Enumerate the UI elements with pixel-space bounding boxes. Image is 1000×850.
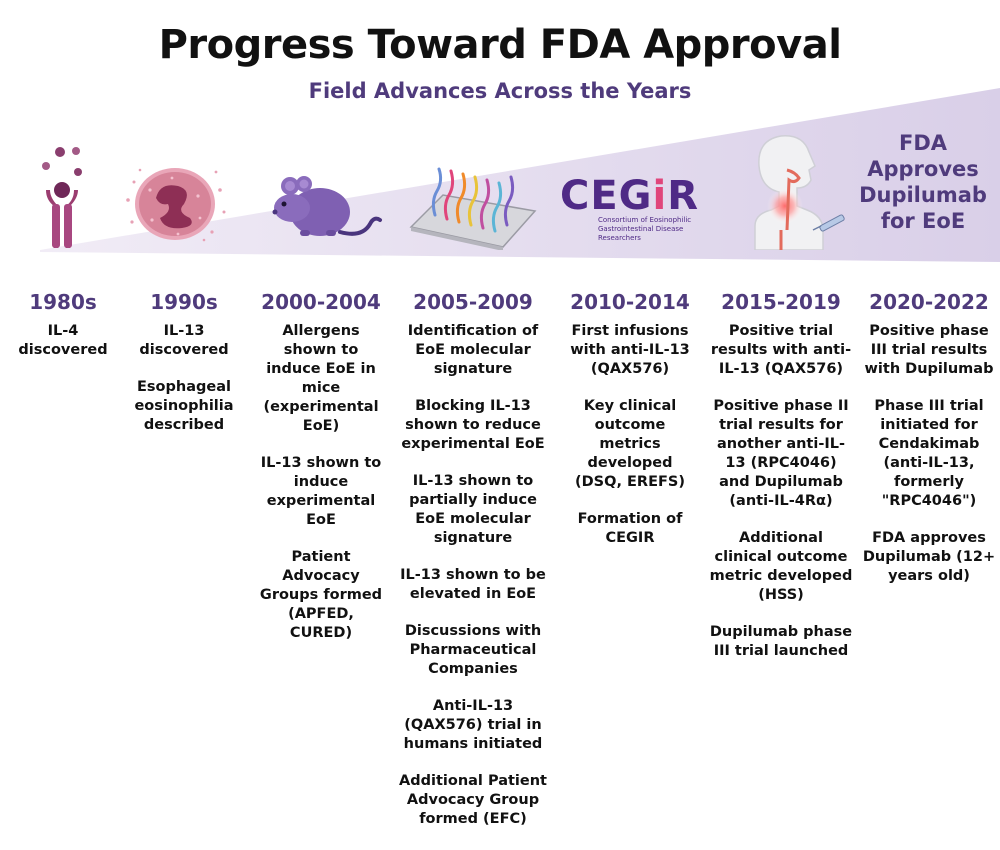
era-year: 2020-2022 (869, 290, 989, 314)
era-event: IL-13 shown to be elevated in EoE (400, 567, 546, 602)
cytokine-receptor-icon (42, 147, 82, 248)
eosinophil-cell-icon (126, 168, 226, 242)
era-event: Positive phase II trial results for anot… (713, 398, 849, 509)
era-2010-2014: 2010-2014 First infusions with anti-IL-1… (562, 290, 698, 566)
era-event: Key clinical outcome metrics developed (… (575, 398, 685, 490)
era-year: 1990s (150, 290, 218, 314)
fda-line-1: FDA (898, 131, 948, 155)
fda-line-3: Dupilumab (859, 183, 987, 207)
era-2005-2009: 2005-2009 Identification of EoE molecula… (398, 290, 548, 847)
era-year: 2015-2019 (721, 290, 841, 314)
cegir-tagline-1: Consortium of Eosinophilic (598, 216, 692, 224)
era-1980s: 1980s IL-4 discovered (8, 290, 118, 378)
cegir-tagline-2: Gastrointestinal Disease Researchers (598, 225, 684, 242)
era-event: FDA approves Dupilumab (12+ years old) (862, 530, 996, 584)
era-event: Blocking IL-13 shown to reduce experimen… (401, 398, 545, 452)
era-event: IL-13 discovered (139, 323, 229, 358)
era-event: Phase III trial initiated for Cendakimab… (874, 398, 984, 509)
era-event: Patient Advocacy Groups formed (APFED, C… (259, 549, 383, 641)
mouse-icon (272, 176, 382, 236)
era-event: Positive phase III trial results with Du… (864, 323, 994, 377)
era-event: Anti-IL-13 (QAX576) trial in humans init… (403, 698, 543, 752)
era-2020-2022: 2020-2022 Positive phase III trial resul… (860, 290, 998, 604)
page-title: Progress Toward FDA Approval (158, 22, 842, 68)
era-event: IL-13 shown to induce experimental EoE (260, 455, 382, 528)
fda-line-4: for EoE (880, 209, 966, 233)
era-year: 1980s (29, 290, 97, 314)
era-event: Esophageal eosinophilia described (134, 379, 234, 433)
fda-approval-text: FDA Approves Dupilumab for EoE (848, 130, 998, 234)
era-event: Discussions with Pharmaceutical Companie… (404, 623, 542, 677)
era-event: Additional Patient Advocacy Group formed… (399, 773, 547, 827)
era-year: 2010-2014 (570, 290, 690, 314)
cegir-logo-word: CEGiR (560, 173, 700, 219)
era-1990s: 1990s IL-13 discovered Esophageal eosino… (126, 290, 242, 453)
era-event: Additional clinical outcome metric devel… (709, 530, 853, 603)
era-year: 2000-2004 (261, 290, 381, 314)
era-event: Positive trial results with anti-IL-13 (… (710, 323, 852, 377)
fda-line-2: Approves (867, 157, 979, 181)
era-event: IL-4 discovered (18, 323, 108, 358)
era-year: 2005-2009 (413, 290, 533, 314)
era-event: Allergens shown to induce EoE in mice (e… (263, 323, 379, 434)
era-event: First infusions with anti-IL-13 (QAX576) (570, 323, 690, 377)
page-subtitle: Field Advances Across the Years (308, 79, 692, 103)
era-event: Formation of CEGIR (577, 511, 683, 546)
patient-throat-injection-icon (754, 135, 845, 250)
cegir-logo: CEGiR Consortium of Eosinophilic Gastroi… (560, 173, 706, 242)
era-event: IL-13 shown to partially induce EoE mole… (409, 473, 537, 546)
era-2015-2019: 2015-2019 Positive trial results with an… (708, 290, 854, 679)
era-event: Dupilumab phase III trial launched (709, 624, 853, 659)
era-event: Identification of EoE molecular signatur… (407, 323, 539, 377)
microarray-icon (409, 167, 537, 250)
era-2000-2004: 2000-2004 Allergens shown to induce EoE … (256, 290, 386, 661)
